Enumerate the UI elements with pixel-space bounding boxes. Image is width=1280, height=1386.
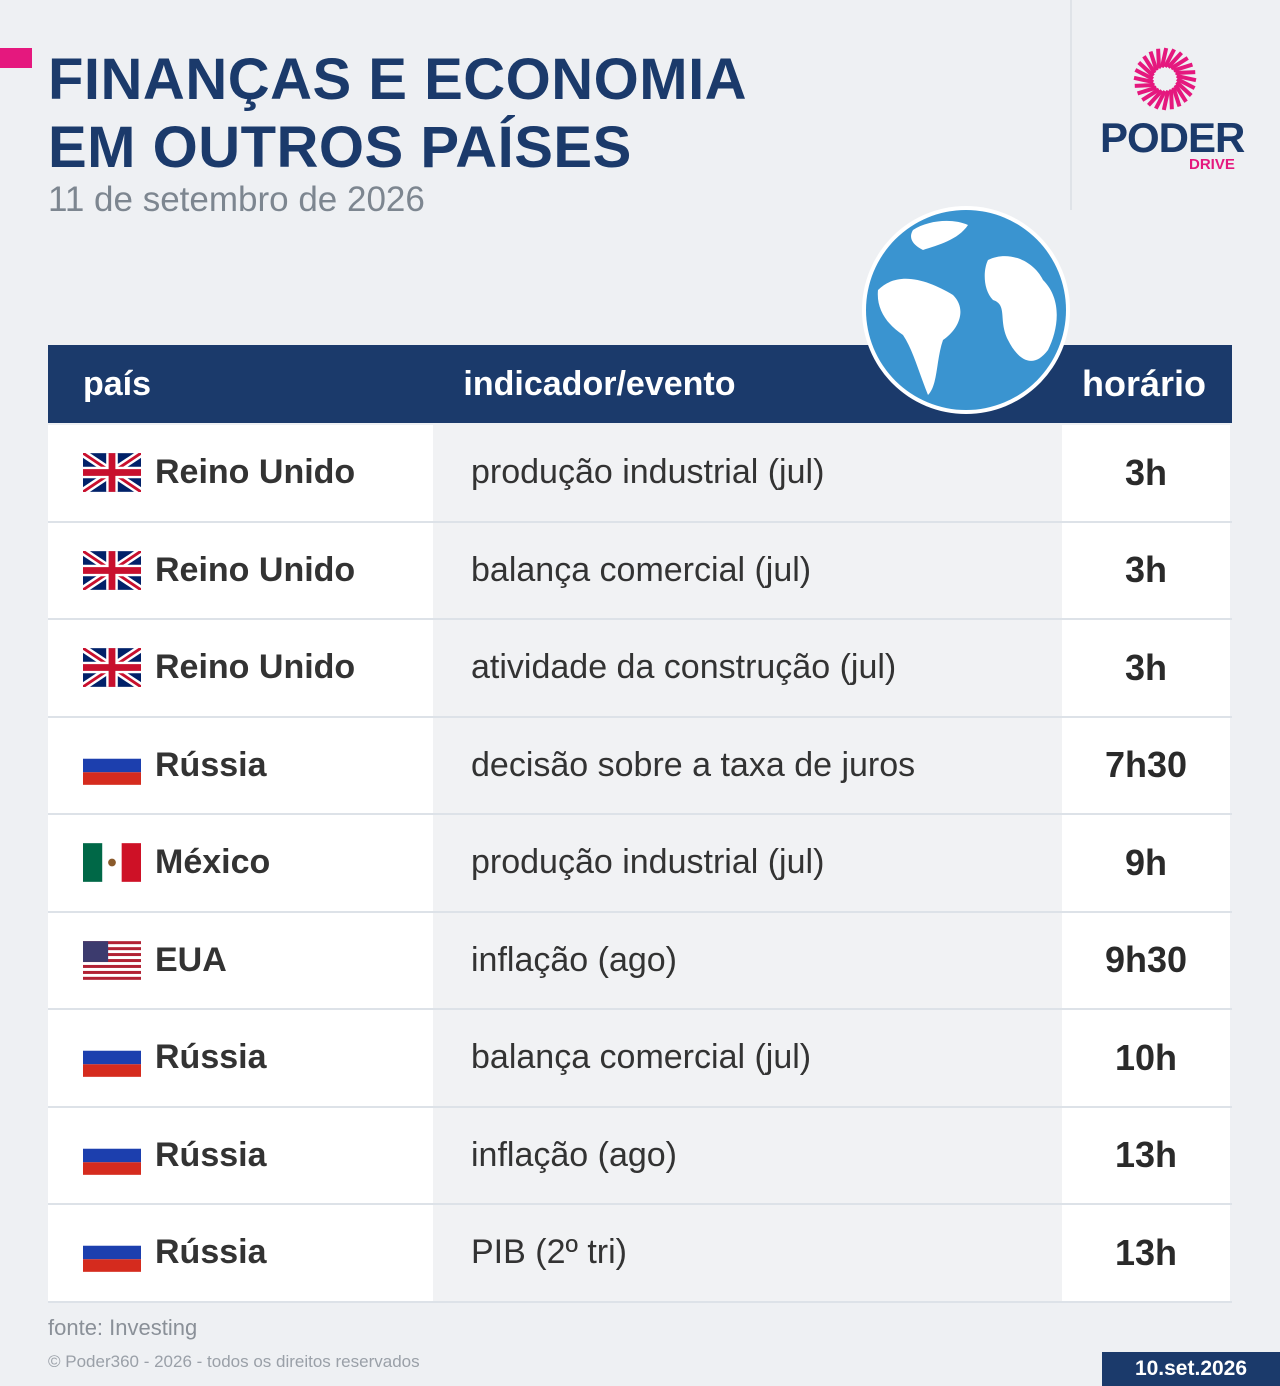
flag (83, 453, 141, 492)
logo-ray (1161, 90, 1171, 111)
country: Reino Unido (155, 550, 356, 589)
country: Rússia (155, 745, 267, 784)
country: Rússia (155, 1038, 267, 1077)
event: balança comercial (jul) (433, 522, 1062, 618)
table-row: Rússia PIB (2º tri) 13h (48, 1205, 1232, 1303)
title-line: EM OUTROS PAÍSES (48, 115, 632, 180)
logo-ray (1141, 87, 1161, 102)
copyright: © Poder360 - 2026 - todos os direitos re… (48, 1352, 420, 1371)
date-badge: 10.set.2026 (1102, 1352, 1280, 1386)
logo-icon (1133, 47, 1197, 111)
logo-ray (1176, 77, 1196, 90)
time: 3h (1062, 425, 1230, 521)
date: 11 de setembro de 2026 (48, 180, 425, 219)
logo-ray (1175, 80, 1193, 97)
logo-ray (1156, 48, 1161, 69)
time: 3h (1062, 522, 1230, 618)
logo-ray (1134, 68, 1154, 81)
logo-name: PODER (1100, 114, 1245, 161)
header-cell: país (83, 364, 152, 403)
title-line: FINANÇAS E ECONOMIA (48, 47, 748, 112)
time: 9h (1062, 815, 1230, 911)
table-row: Reino Unido produção industrial (jul) 3h (48, 425, 1232, 523)
event: produção industrial (jul) (433, 425, 1062, 521)
table-row: Reino Unido balança comercial (jul) 3h (48, 522, 1232, 620)
country: Reino Unido (155, 648, 356, 687)
divider (1070, 0, 1072, 210)
event: PIB (2º tri) (433, 1205, 1062, 1301)
header-cell: horário (1081, 363, 1206, 404)
table-row: Reino Unido atividade da construção (jul)… (48, 620, 1232, 718)
country: Reino Unido (155, 453, 356, 492)
logo-ray (1172, 62, 1194, 73)
flag (83, 648, 141, 687)
time: 13h (1062, 1205, 1230, 1301)
table-header: país indicador/evento horário (48, 345, 1232, 423)
event: produção industrial (jul) (433, 815, 1062, 911)
logo-ray (1142, 55, 1157, 75)
header-cell: indicador/evento (463, 364, 736, 403)
logo-ray (1134, 83, 1155, 88)
flag (83, 843, 141, 882)
country: Rússia (155, 1233, 267, 1272)
globe (862, 206, 1070, 414)
time: 3h (1062, 620, 1230, 716)
flag (83, 1233, 141, 1272)
event: inflação (ago) (433, 912, 1062, 1008)
logo-ray (1173, 83, 1188, 103)
title: FINANÇAS E ECONOMIA EM OUTROS PAÍSES (48, 46, 747, 182)
logo-sub: DRIVE (1189, 156, 1235, 173)
country: EUA (155, 940, 227, 979)
time: 10h (1062, 1010, 1230, 1106)
table-row: México produção industrial (jul) 9h (48, 815, 1232, 913)
accent-mark (0, 48, 32, 68)
event: inflação (ago) (433, 1107, 1062, 1203)
flag (83, 746, 141, 785)
table-row: EUA inflação (ago) 9h30 (48, 912, 1232, 1010)
flag (83, 1038, 141, 1077)
source: fonte: Investing (48, 1315, 198, 1340)
flag (83, 941, 141, 980)
event: balança comercial (jul) (433, 1010, 1062, 1106)
logo-ray (1169, 56, 1189, 71)
logo-ray (1171, 86, 1182, 108)
table-row: Rússia decisão sobre a taxa de juros 7h30 (48, 717, 1232, 815)
logo-ray (1175, 70, 1196, 75)
logo-ray (1147, 89, 1164, 107)
logo-ray (1136, 85, 1158, 96)
table-row: Rússia inflação (ago) 13h (48, 1107, 1232, 1205)
logo-ray (1154, 90, 1167, 110)
table: país indicador/evento horário Reino Unid… (48, 345, 1232, 1303)
logo-ray (1163, 48, 1176, 68)
logo-ray (1148, 50, 1159, 72)
time: 7h30 (1062, 717, 1230, 813)
country: México (155, 843, 271, 882)
flag (83, 1136, 141, 1175)
logo-ray (1137, 61, 1155, 78)
logo-ray (1176, 73, 1197, 83)
logo-ray (1133, 75, 1154, 85)
event: atividade da construção (jul) (433, 620, 1062, 716)
logo-ray (1169, 89, 1174, 110)
logo-ray (1166, 51, 1183, 69)
flag (83, 551, 141, 590)
table-row: Rússia balança comercial (jul) 10h (48, 1010, 1232, 1108)
time: 9h30 (1062, 912, 1230, 1008)
logo-ray (1159, 47, 1169, 68)
event: decisão sobre a taxa de juros (433, 717, 1062, 813)
country: Rússia (155, 1135, 267, 1174)
time: 13h (1062, 1107, 1230, 1203)
